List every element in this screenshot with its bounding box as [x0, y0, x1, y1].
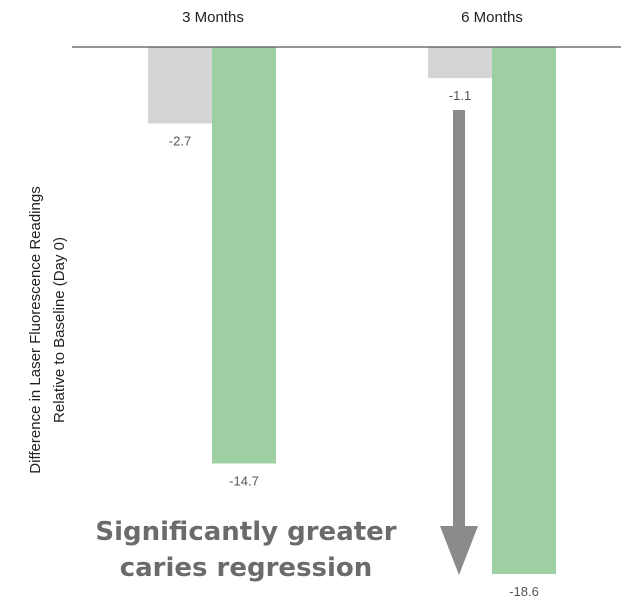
- annotation: Significantly greater caries regression: [95, 110, 478, 583]
- bar: [148, 47, 212, 124]
- data-labels: -2.7 -1.1 -14.7 -18.6: [169, 88, 539, 599]
- arrow-shaft: [453, 110, 465, 527]
- bar: [212, 47, 276, 464]
- x-axis-ticks: 3 Months 6 Months: [182, 9, 523, 26]
- data-label: -14.7: [229, 474, 259, 489]
- y-axis-title-text: Difference in Laser Fluorescence Reading…: [27, 186, 68, 473]
- x-tick-label: 6 Months: [461, 9, 523, 26]
- data-label: -18.6: [509, 584, 539, 599]
- arrow-down-icon: [440, 526, 478, 575]
- x-tick-label: 3 Months: [182, 9, 244, 26]
- bars: [148, 47, 556, 574]
- y-axis-title: Difference in Laser Fluorescence Reading…: [27, 186, 68, 473]
- bar: [428, 47, 492, 79]
- bar: [492, 47, 556, 574]
- annotation-text: Significantly greater caries regression: [95, 517, 396, 583]
- data-label: -2.7: [169, 134, 191, 149]
- data-label: -1.1: [449, 88, 471, 103]
